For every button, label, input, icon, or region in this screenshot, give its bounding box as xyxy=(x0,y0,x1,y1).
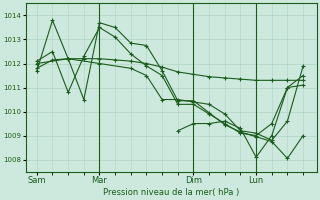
X-axis label: Pression niveau de la mer( hPa ): Pression niveau de la mer( hPa ) xyxy=(103,188,239,197)
